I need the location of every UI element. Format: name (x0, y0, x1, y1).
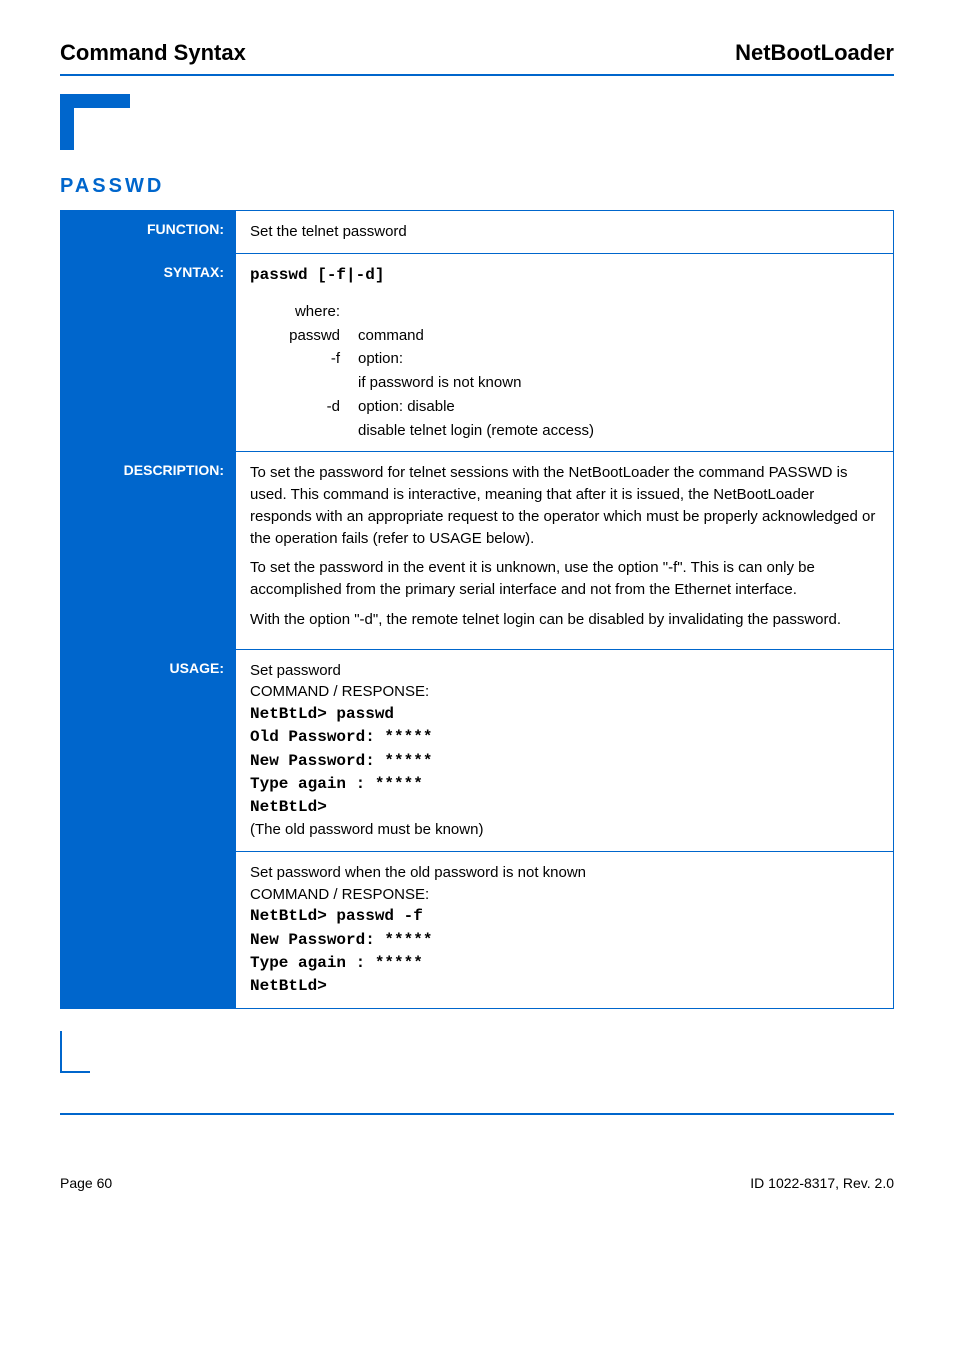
usage2-line-3: NetBtLd> (250, 975, 879, 998)
row-function: FUNCTION: Set the telnet password (61, 211, 893, 253)
usage1-line-2: New Password: ***** (250, 750, 879, 773)
content-usage: Set password COMMAND / RESPONSE: NetBtLd… (236, 649, 893, 1008)
usage1-note: (The old password must be known) (250, 819, 879, 841)
label-description: DESCRIPTION: (61, 451, 236, 648)
header-right: NetBootLoader (735, 40, 894, 66)
section-title: PASSWD (60, 175, 894, 198)
opt-key-3: -d (250, 396, 340, 418)
corner-bracket-icon (60, 1031, 90, 1073)
label-usage: USAGE: (61, 649, 236, 1008)
desc-para-0: To set the password for telnet sessions … (250, 462, 879, 549)
footer-right: ID 1022-8317, Rev. 2.0 (750, 1175, 894, 1191)
usage1-line-1: Old Password: ***** (250, 726, 879, 749)
usage1-subtitle: COMMAND / RESPONSE: (250, 681, 879, 703)
content-description: To set the password for telnet sessions … (236, 451, 893, 648)
usage1-line-4: NetBtLd> (250, 796, 879, 819)
label-syntax: SYNTAX: (61, 253, 236, 452)
syntax-command: passwd [-f|-d] (250, 264, 879, 287)
where-label: where: (250, 301, 340, 323)
opt-desc-0: command (358, 327, 424, 344)
brand-logo-icon (60, 94, 130, 150)
usage2-line-2: Type again : ***** (250, 952, 879, 975)
usage1-line-3: Type again : ***** (250, 773, 879, 796)
header-left: Command Syntax (60, 40, 246, 66)
row-usage: USAGE: Set password COMMAND / RESPONSE: … (61, 649, 893, 1008)
content-syntax: passwd [-f|-d] where: passwd command -f op… (236, 253, 893, 452)
desc-para-2: With the option "-d", the remote telnet … (250, 609, 879, 631)
opt-desc-3: option: disable (358, 398, 455, 415)
command-table: FUNCTION: Set the telnet password SYNTAX… (60, 210, 894, 1009)
content-function: Set the telnet password (236, 211, 893, 253)
desc-para-1: To set the password in the event it is u… (250, 557, 879, 601)
opt-desc-2: if password is not known (358, 374, 521, 391)
row-syntax: SYNTAX: passwd [-f|-d] where: passwd comm… (61, 253, 893, 452)
opt-desc-4: disable telnet login (remote access) (358, 422, 594, 439)
footer-divider (60, 1113, 894, 1115)
usage2-line-1: New Password: ***** (250, 929, 879, 952)
footer-left: Page 60 (60, 1175, 112, 1191)
label-function: FUNCTION: (61, 211, 236, 253)
row-description: DESCRIPTION: To set the password for tel… (61, 451, 893, 648)
usage2-title: Set password when the old password is no… (250, 862, 879, 884)
usage-divider (236, 851, 893, 852)
usage2-subtitle: COMMAND / RESPONSE: (250, 884, 879, 906)
usage2-line-0: NetBtLd> passwd -f (250, 905, 879, 928)
opt-key-0: passwd (250, 325, 340, 347)
header-divider (60, 74, 894, 76)
opt-desc-1: option: (358, 350, 403, 367)
opt-key-1: -f (250, 348, 340, 370)
usage1-title: Set password (250, 660, 879, 682)
usage1-line-0: NetBtLd> passwd (250, 703, 879, 726)
